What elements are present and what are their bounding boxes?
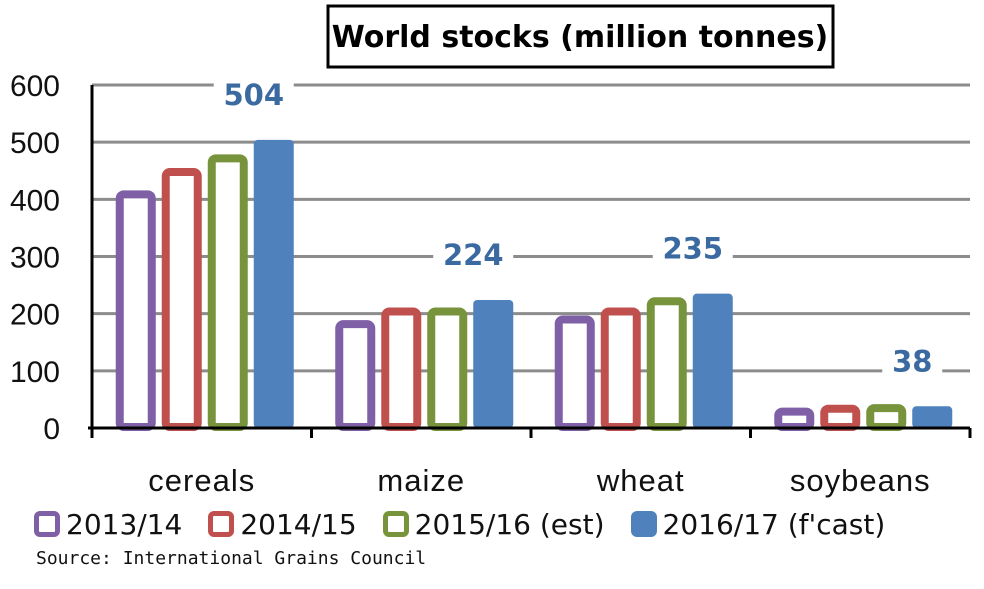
category-label: cereals <box>148 463 255 498</box>
data-labels: 504 224 235 38 <box>213 73 943 379</box>
data-label-bg <box>433 233 514 272</box>
bar <box>335 320 376 431</box>
legend-swatch <box>630 511 657 537</box>
y-tick-label: 100 <box>10 356 60 389</box>
legend: 2013/14 2014/15 2015/16 (est) 2016/17 (f'ca… <box>34 504 911 544</box>
legend-item: 2013/14 <box>34 508 182 541</box>
legend-swatch <box>34 511 60 537</box>
y-tick-label: 400 <box>10 184 60 217</box>
bars <box>115 139 953 431</box>
bar <box>912 406 953 428</box>
data-label-bg <box>882 340 943 379</box>
bar <box>866 404 907 431</box>
legend-label: 2013/14 <box>66 507 183 541</box>
bar <box>692 293 733 428</box>
bar <box>646 297 687 431</box>
legend-swatch <box>382 511 409 537</box>
y-tick-label: 500 <box>10 127 60 160</box>
category-labels: cereals maize wheat soybeans <box>148 463 931 498</box>
legend-swatch <box>208 511 235 537</box>
legend-label: 2014/15 <box>240 507 357 541</box>
y-tick-labels: 0 100 200 300 400 500 600 <box>10 70 60 446</box>
axes <box>88 85 972 438</box>
legend-label: 2015/16 (est) <box>414 507 605 541</box>
category-label: soybeans <box>790 463 931 498</box>
data-label: 235 <box>662 232 723 266</box>
bar <box>115 190 156 431</box>
y-tick-label: 600 <box>10 70 60 103</box>
data-label-bg <box>652 227 733 266</box>
bar <box>381 307 422 431</box>
y-tick-label: 300 <box>10 242 60 275</box>
legend-item: 2015/16 (est) <box>382 507 605 541</box>
bar <box>774 407 815 431</box>
y-tick-label: 200 <box>10 299 60 332</box>
category-label: wheat <box>596 463 685 498</box>
title-box: World stocks (million tonnes) <box>326 4 835 69</box>
chart-title: World stocks (million tonnes) <box>332 20 829 55</box>
category-label: maize <box>377 463 465 498</box>
source-note: Source: International Grains Council <box>36 548 427 569</box>
bar <box>820 404 861 431</box>
bar <box>554 315 595 431</box>
bar <box>253 139 294 428</box>
legend-item: 2014/15 <box>208 507 357 541</box>
y-tick-label: 0 <box>43 413 60 446</box>
data-label: 38 <box>892 344 932 378</box>
bar <box>600 307 641 431</box>
legend-item: 2016/17 (f'cast) <box>630 507 886 541</box>
bar <box>207 154 248 431</box>
legend-label: 2016/17 (f'cast) <box>662 507 886 541</box>
bar <box>161 168 202 431</box>
data-label-bg <box>213 73 294 112</box>
data-label: 504 <box>223 78 284 112</box>
bar <box>427 307 468 431</box>
data-label: 224 <box>443 238 504 272</box>
bar <box>473 299 514 428</box>
